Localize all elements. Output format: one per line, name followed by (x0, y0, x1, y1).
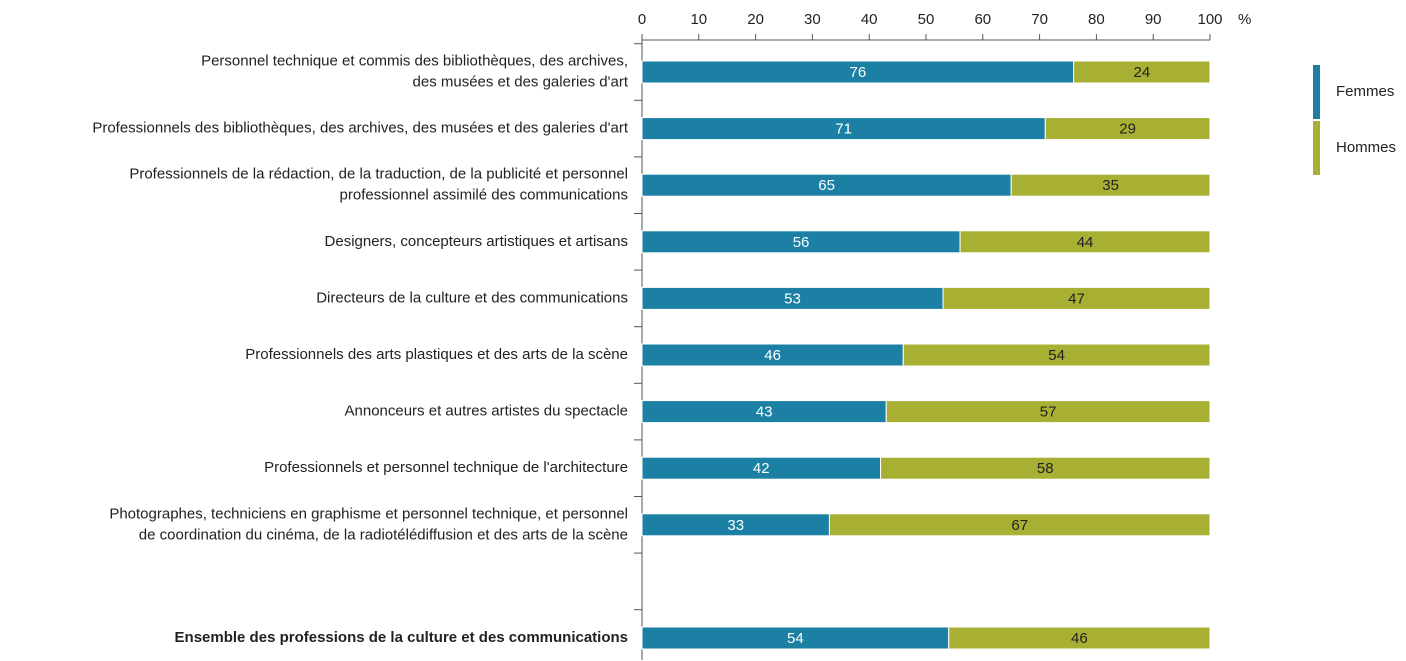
bar-segment (948, 626, 1211, 650)
value-label: 46 (1071, 630, 1088, 647)
value-label: 29 (1119, 121, 1136, 138)
legend-label: Hommes (1336, 139, 1396, 156)
y-tick-label: Professionnels des arts plastiques et de… (245, 346, 628, 363)
value-label: 46 (764, 347, 781, 364)
x-tick-label: 30 (804, 11, 821, 28)
value-label: 35 (1102, 177, 1119, 194)
y-tick-label: Photographes, techniciens en graphisme e… (109, 505, 628, 543)
legend-swatch (1313, 121, 1320, 175)
x-tick-label: 100 (1197, 11, 1222, 28)
x-tick-label: 40 (861, 11, 878, 28)
x-axis-unit: % (1238, 11, 1251, 28)
bar-segment (902, 343, 1211, 367)
bar-segment (1010, 173, 1211, 197)
bar-segment (828, 513, 1211, 537)
bar-segment (1073, 60, 1211, 84)
value-label: 58 (1037, 460, 1054, 477)
x-tick-label: 70 (1031, 11, 1048, 28)
x-tick-label: 10 (690, 11, 707, 28)
value-label: 44 (1077, 234, 1094, 251)
value-label: 33 (727, 517, 744, 534)
value-label: 53 (784, 290, 801, 307)
value-label: 43 (756, 404, 773, 421)
x-tick-label: 60 (974, 11, 991, 28)
legend-label: Femmes (1336, 83, 1394, 100)
x-tick-label: 50 (918, 11, 935, 28)
value-label: 54 (787, 630, 804, 647)
value-label: 42 (753, 460, 770, 477)
value-label: 71 (835, 121, 852, 138)
value-label: 56 (793, 234, 810, 251)
x-tick-label: 20 (747, 11, 764, 28)
bar-segment (885, 400, 1211, 424)
y-tick-label: Directeurs de la culture et des communic… (316, 289, 628, 306)
y-tick-label: Professionnels des bibliothèques, des ar… (92, 120, 628, 137)
value-label: 67 (1011, 517, 1028, 534)
bar-segment (942, 286, 1211, 310)
y-tick-label: Professionnels de la rédaction, de la tr… (129, 166, 628, 204)
bar-segment (1044, 117, 1211, 141)
value-label: 54 (1048, 347, 1065, 364)
x-tick-label: 90 (1145, 11, 1162, 28)
bar-segment (880, 456, 1211, 480)
value-label: 47 (1068, 290, 1085, 307)
value-label: 57 (1040, 404, 1057, 421)
x-tick-label: 0 (638, 11, 646, 28)
value-label: 76 (849, 64, 866, 81)
value-label: 24 (1133, 64, 1150, 81)
legend-swatch (1313, 65, 1320, 119)
bar-segment (959, 230, 1211, 254)
y-tick-label: Annonceurs et autres artistes du spectac… (345, 403, 629, 420)
y-tick-label: Ensemble des professions de la culture e… (175, 629, 628, 646)
x-tick-label: 80 (1088, 11, 1105, 28)
y-tick-label: Professionnels et personnel technique de… (264, 459, 628, 476)
y-tick-label: Designers, concepteurs artistiques et ar… (325, 233, 628, 250)
y-tick-label: Personnel technique et commis des biblio… (201, 52, 629, 90)
value-label: 65 (818, 177, 835, 194)
